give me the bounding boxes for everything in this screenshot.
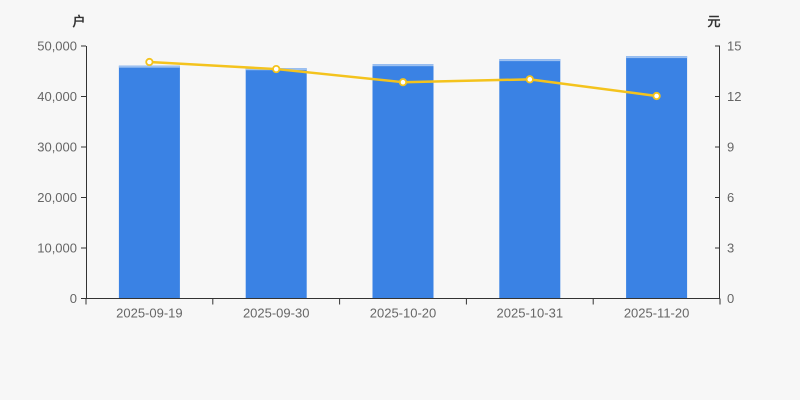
right-axis-tick-label: 0 xyxy=(727,291,734,306)
right-axis-tick-label: 15 xyxy=(727,39,741,54)
x-axis-category-label: 2025-10-20 xyxy=(370,306,437,321)
left-axis-tick-label: 10,000 xyxy=(37,241,77,256)
left-axis-tick-label: 30,000 xyxy=(37,140,77,155)
left-axis-tick-label: 20,000 xyxy=(37,190,77,205)
left-axis-tick-label: 40,000 xyxy=(37,89,77,104)
right-axis-tick-label: 9 xyxy=(727,140,734,155)
axes-layer: 0 10,000 20,000 30,000 40,000 50,000 0 3 6 9 12 15 2… xyxy=(37,39,741,321)
price-point-marker[interactable] xyxy=(652,91,661,101)
x-axis-category-label: 2025-09-19 xyxy=(116,306,183,321)
price-point-marker[interactable] xyxy=(145,57,154,67)
line-layer xyxy=(145,57,661,101)
left-axis-tick-label: 0 xyxy=(70,291,77,306)
price-point-marker[interactable] xyxy=(272,64,281,74)
left-axis-tick-label: 50,000 xyxy=(37,39,77,54)
left-axis-unit-label: 户 xyxy=(72,14,85,29)
bars-layer xyxy=(118,56,688,299)
right-axis-tick-label: 12 xyxy=(727,89,741,104)
right-axis-unit-label: 元 xyxy=(707,14,720,29)
x-axis-category-label: 2025-11-20 xyxy=(624,306,690,321)
bar-top-edge xyxy=(499,59,561,62)
shareholder-count-bar[interactable] xyxy=(372,64,434,299)
price-point-marker[interactable] xyxy=(525,75,534,84)
bar-top-edge xyxy=(626,56,688,59)
shareholder-count-bar[interactable] xyxy=(118,65,180,299)
shareholder-count-bar[interactable] xyxy=(499,59,561,299)
bar-top-edge xyxy=(372,64,434,67)
x-axis-category-label: 2025-10-31 xyxy=(497,306,564,321)
shareholder-count-bar[interactable] xyxy=(245,68,307,299)
right-axis-tick-label: 6 xyxy=(727,190,734,205)
right-axis-tick-label: 3 xyxy=(727,241,734,256)
bar-top-edge xyxy=(118,65,180,68)
x-axis-category-label: 2025-09-30 xyxy=(243,306,310,321)
price-point-marker[interactable] xyxy=(398,78,408,87)
